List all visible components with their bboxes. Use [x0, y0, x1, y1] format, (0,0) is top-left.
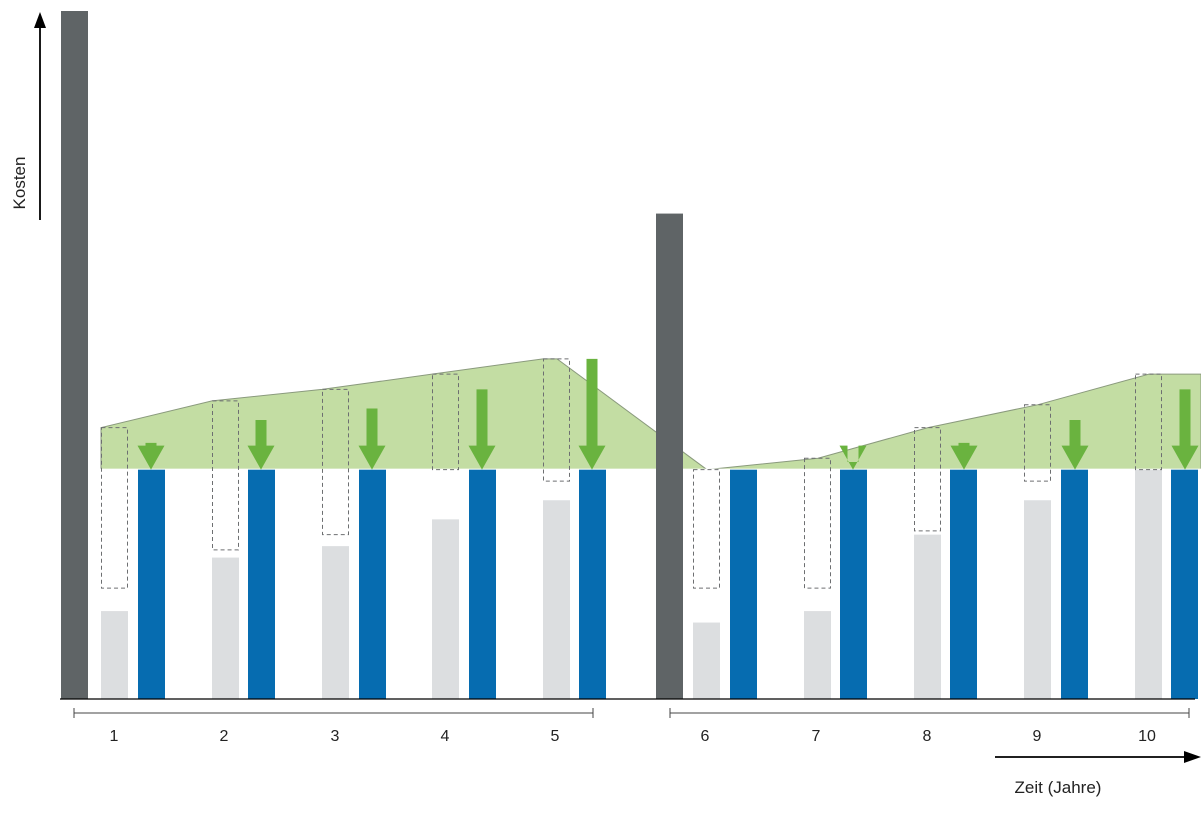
blue-bar-6: [730, 469, 757, 699]
dashed-box-1: [101, 427, 128, 589]
x-tick-label-10: 10: [1138, 728, 1156, 745]
blue-bar-4: [469, 469, 496, 699]
blue-bar-1: [138, 469, 165, 699]
dashed-box-10: [1135, 373, 1162, 471]
light-bar-9: [1024, 500, 1051, 699]
savings-arrows-layer: [137, 358, 1199, 470]
savings-arrow-1: [137, 442, 165, 470]
period-brackets-layer: [73, 708, 1190, 718]
x-tick-label-8: 8: [923, 728, 932, 745]
dashed-box-9: [1024, 404, 1051, 482]
light-bar-1: [101, 611, 128, 699]
savings-arrow-2: [247, 419, 275, 470]
x-tick-label-2: 2: [220, 728, 229, 745]
dashed-box-8: [914, 427, 941, 532]
blue-bar-7: [840, 469, 867, 699]
x-axis-title: Zeit (Jahre): [1015, 778, 1102, 797]
light-bar-5: [543, 500, 570, 699]
savings-area-period-2: [706, 373, 1201, 471]
dashed-box-7: [804, 457, 831, 589]
investment-bar-1: [61, 11, 88, 699]
axes-layer: Kosten Zeit (Jahre): [10, 12, 1201, 797]
bars-layer: [61, 11, 1198, 700]
x-tick-label-3: 3: [331, 728, 340, 745]
savings-arrow-8: [950, 442, 978, 470]
x-tick-label-7: 7: [812, 728, 821, 745]
dashed-box-2: [212, 400, 239, 551]
light-bar-8: [914, 534, 941, 699]
savings-arrow-3: [358, 408, 386, 470]
x-tick-label-1: 1: [110, 728, 119, 745]
blue-bar-8: [950, 469, 977, 699]
tick-labels-layer: 1 2 3 4 5 6 7 8 9 10: [110, 728, 1156, 745]
blue-bar-5: [579, 469, 606, 699]
light-bar-7: [804, 611, 831, 699]
light-bar-6: [693, 622, 720, 699]
blue-bar-2: [248, 469, 275, 699]
savings-arrow-7: [839, 445, 867, 470]
x-tick-label-6: 6: [701, 728, 710, 745]
savings-arrow-5: [578, 358, 606, 470]
x-axis-arrowhead: [1184, 751, 1201, 763]
dashed-box-4: [432, 373, 459, 471]
x-tick-label-5: 5: [551, 728, 560, 745]
savings-arrow-10: [1171, 389, 1199, 470]
savings-area-baseline-mask: [100, 468, 1201, 471]
blue-bar-9: [1061, 469, 1088, 699]
x-tick-label-4: 4: [441, 728, 450, 745]
savings-arrow-9: [1061, 419, 1089, 470]
x-tick-label-9: 9: [1033, 728, 1042, 745]
dashed-box-5: [543, 358, 570, 482]
dashed-box-3: [322, 388, 349, 536]
light-bar-2: [212, 557, 239, 699]
y-axis-title: Kosten: [10, 157, 29, 210]
blue-bar-10: [1171, 469, 1198, 699]
light-bar-4: [432, 519, 459, 699]
savings-area-period-1: [100, 358, 709, 471]
light-bar-10: [1135, 469, 1162, 699]
light-bar-3: [322, 546, 349, 699]
blue-bar-3: [359, 469, 386, 699]
investment-bar-2: [656, 213, 683, 700]
y-axis-arrowhead: [34, 12, 46, 28]
savings-arrow-4: [468, 389, 496, 470]
dashed-box-6: [693, 469, 720, 589]
